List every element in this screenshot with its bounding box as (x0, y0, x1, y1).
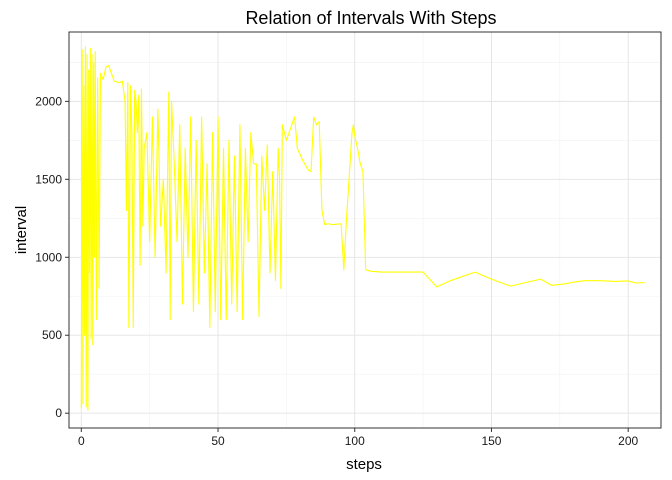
x-tick-label: 150 (481, 434, 501, 448)
x-tick-label: 200 (618, 434, 638, 448)
y-axis-ticks: 0 500 1000 1500 2000 (35, 94, 69, 420)
y-tick-label: 1500 (35, 172, 62, 186)
series-line-0 (80, 46, 645, 411)
y-tick-label: 500 (42, 328, 62, 342)
x-axis-title: steps (346, 456, 382, 473)
x-tick-label: 0 (78, 434, 85, 448)
y-tick-label: 2000 (35, 94, 62, 108)
y-tick-label: 0 (55, 406, 62, 420)
x-axis-ticks: 0 50 100 150 200 (78, 428, 639, 448)
y-tick-label: 1000 (35, 250, 62, 264)
y-axis-title: interval (13, 206, 30, 254)
chart-title: Relation of Intervals With Steps (245, 8, 496, 28)
series-layer (80, 46, 645, 411)
x-tick-label: 100 (345, 434, 365, 448)
minor-grid (69, 32, 661, 428)
x-tick-label: 50 (211, 434, 225, 448)
plot-panel-border (68, 31, 662, 429)
